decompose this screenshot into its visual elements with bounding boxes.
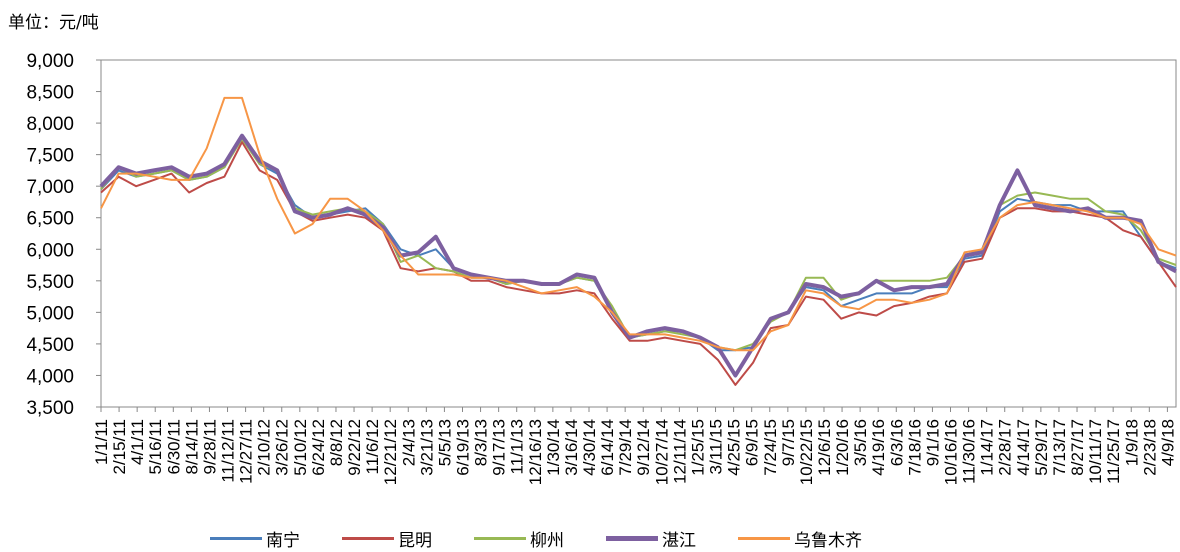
y-tick-label: 5,000 bbox=[26, 303, 74, 324]
legend-item: 南宁 bbox=[210, 526, 300, 551]
y-tick-label: 8,000 bbox=[26, 114, 74, 135]
x-tick-label: 9/17/13 bbox=[490, 419, 509, 476]
chart-axes bbox=[96, 59, 1177, 412]
x-tick-label: 9/1/16 bbox=[923, 419, 942, 466]
x-tick-label: 6/19/13 bbox=[453, 419, 472, 476]
x-tick-label: 4/9/18 bbox=[1158, 419, 1177, 466]
x-tick-label: 4/30/14 bbox=[580, 419, 599, 476]
legend-label: 柳州 bbox=[530, 531, 564, 551]
x-tick-label: 6/14/14 bbox=[598, 419, 617, 476]
series-line bbox=[100, 137, 1177, 352]
y-tick-label: 6,000 bbox=[26, 240, 74, 261]
x-tick-label: 7/24/15 bbox=[761, 419, 780, 476]
x-tick-label: 1/1/11 bbox=[92, 419, 111, 465]
y-tick-label: 5,500 bbox=[26, 272, 74, 293]
x-tick-label: 5/29/17 bbox=[1032, 419, 1051, 476]
x-tick-label: 5/5/13 bbox=[435, 419, 454, 466]
legend-label: 昆明 bbox=[398, 531, 432, 551]
x-tick-label: 2/23/18 bbox=[1140, 419, 1159, 476]
x-tick-label: 3/16/14 bbox=[562, 419, 581, 476]
chart-legend: 南宁 昆明 柳州 湛江 乌鲁木齐 bbox=[210, 526, 862, 551]
legend-swatch bbox=[210, 537, 262, 540]
legend-item: 湛江 bbox=[606, 526, 696, 551]
x-tick-label: 12/6/15 bbox=[815, 419, 834, 476]
legend-swatch bbox=[342, 537, 394, 540]
y-tick-label: 4,000 bbox=[26, 366, 74, 387]
x-tick-label: 2/4/13 bbox=[399, 419, 418, 466]
legend-label: 南宁 bbox=[266, 531, 300, 551]
unit-label: 单位：元/吨 bbox=[8, 13, 99, 33]
x-tick-label: 10/16/16 bbox=[942, 419, 961, 485]
x-tick-label: 3/5/16 bbox=[851, 419, 870, 466]
y-tick-label: 4,500 bbox=[26, 335, 74, 356]
x-tick-label: 2/10/12 bbox=[255, 419, 274, 476]
x-tick-label: 1/25/15 bbox=[688, 419, 707, 476]
y-tick-labels: 3,500 4,000 4,500 5,000 5,500 6,000 6,500 7,000… bbox=[26, 51, 74, 419]
x-tick-label: 8/14/11 bbox=[182, 419, 201, 474]
legend-label: 湛江 bbox=[662, 531, 696, 551]
x-tick-label: 10/27/14 bbox=[652, 419, 671, 485]
x-tick-label: 8/8/12 bbox=[327, 419, 346, 466]
y-tick-label: 6,500 bbox=[26, 209, 74, 230]
x-tick-label: 4/19/16 bbox=[869, 419, 888, 476]
x-tick-label: 9/22/12 bbox=[345, 419, 364, 476]
x-tick-label: 6/30/11 bbox=[164, 419, 183, 474]
x-tick-label: 1/9/18 bbox=[1122, 419, 1141, 466]
x-tick-label: 2/28/17 bbox=[996, 419, 1015, 476]
series-line bbox=[100, 134, 1177, 352]
x-tick-label: 12/11/14 bbox=[670, 419, 689, 484]
y-tick-label: 7,000 bbox=[26, 177, 74, 198]
x-tick-label: 7/18/16 bbox=[905, 419, 924, 476]
x-tick-label: 4/1/11 bbox=[128, 419, 147, 465]
x-tick-label: 9/28/11 bbox=[200, 419, 219, 474]
x-tick-label: 11/30/16 bbox=[960, 419, 979, 484]
plot-frame bbox=[100, 59, 1177, 408]
x-tick-label: 6/3/16 bbox=[887, 419, 906, 466]
x-tick-label: 3/21/13 bbox=[417, 419, 436, 476]
x-tick-label: 3/11/15 bbox=[707, 419, 726, 474]
x-tick-label: 8/3/13 bbox=[472, 419, 491, 466]
legend-swatch bbox=[474, 537, 526, 540]
x-tick-label: 5/16/11 bbox=[146, 419, 165, 474]
y-tick-label: 9,000 bbox=[26, 51, 74, 72]
x-tick-label: 4/25/15 bbox=[725, 419, 744, 476]
y-tick-label: 7,500 bbox=[26, 146, 74, 167]
x-tick-label: 3/26/12 bbox=[273, 419, 292, 476]
legend-swatch bbox=[606, 536, 658, 541]
x-tick-label: 6/9/15 bbox=[743, 419, 762, 466]
chart-series bbox=[99, 96, 1177, 386]
x-tick-label: 12/21/12 bbox=[381, 419, 400, 485]
x-tick-label: 11/6/12 bbox=[363, 419, 382, 474]
y-tick-label: 8,500 bbox=[26, 83, 74, 104]
x-tick-label: 7/13/17 bbox=[1050, 419, 1069, 476]
x-tick-label: 11/25/17 bbox=[1104, 419, 1123, 484]
x-tick-label: 9/7/15 bbox=[779, 419, 798, 466]
x-tick-label: 12/27/11 bbox=[237, 419, 256, 484]
x-tick-label: 5/10/12 bbox=[291, 419, 310, 476]
x-tick-label: 7/29/14 bbox=[616, 419, 635, 476]
legend-item: 昆明 bbox=[342, 526, 432, 551]
line-chart: 3,500 4,000 4,500 5,000 5,500 6,000 6,500 7,000… bbox=[26, 51, 1177, 485]
x-tick-labels: 1/1/11 2/15/11 4/1/11 5/16/11 6/30/11 8/14/11… bbox=[92, 419, 1177, 485]
x-tick-label: 11/12/11 bbox=[219, 419, 238, 483]
y-tick-label: 3,500 bbox=[26, 398, 74, 419]
x-tick-label: 12/16/13 bbox=[526, 419, 545, 485]
legend-swatch bbox=[738, 537, 790, 540]
x-tick-label: 4/14/17 bbox=[1014, 419, 1033, 476]
legend-item: 乌鲁木齐 bbox=[738, 526, 862, 551]
x-tick-label: 11/1/13 bbox=[508, 419, 527, 474]
x-tick-label: 1/20/16 bbox=[833, 419, 852, 476]
series-line bbox=[100, 96, 1177, 352]
x-tick-label: 9/12/14 bbox=[634, 419, 653, 476]
x-tick-label: 1/14/17 bbox=[978, 419, 997, 476]
legend-item: 柳州 bbox=[474, 526, 564, 551]
x-tick-label: 2/15/11 bbox=[110, 419, 129, 474]
legend-label: 乌鲁木齐 bbox=[794, 531, 862, 551]
x-tick-label: 1/30/14 bbox=[544, 419, 563, 476]
x-tick-label: 6/24/12 bbox=[309, 419, 328, 476]
x-tick-label: 10/22/15 bbox=[797, 419, 816, 485]
x-tick-label: 10/11/17 bbox=[1086, 419, 1105, 484]
x-tick-label: 8/27/17 bbox=[1068, 419, 1087, 476]
